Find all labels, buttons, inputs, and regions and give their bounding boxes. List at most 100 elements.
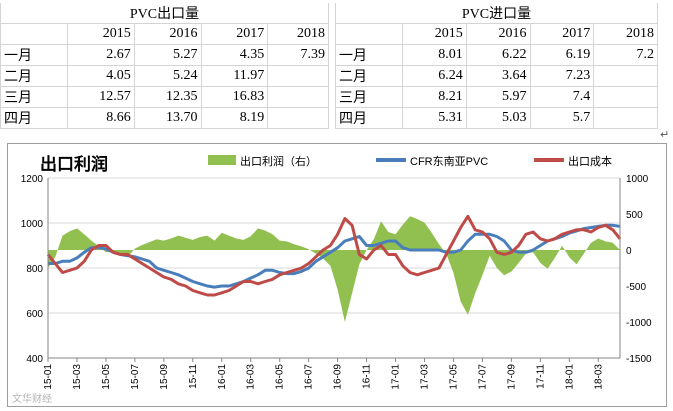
legend-label-cfr: CFR东南亚PVC (410, 155, 488, 168)
table-cell: 5.97 (465, 86, 531, 108)
table-cell: 8.66 (67, 107, 135, 129)
row-label: 四月 (0, 107, 68, 129)
x-tick-label: 16-07 (304, 364, 315, 390)
row-label: 一月 (0, 44, 68, 66)
x-tick-label: 16-05 (275, 364, 286, 390)
export-volume-table: PVC出口量 2015 2016 2017 2018 一月 2.67 5.27 … (0, 3, 329, 129)
column-header: 2017 (200, 23, 269, 45)
x-tick-label: 16-11 (362, 364, 373, 389)
table-cell: 5.31 (402, 107, 467, 129)
table-row: 一月 2.67 5.27 4.35 7.39 (0, 44, 329, 66)
table-cell: 8.19 (200, 107, 269, 129)
table-cell: 5.24 (133, 65, 202, 87)
legend-label-profit: 出口利润（右） (240, 154, 317, 168)
table-cell (593, 86, 658, 108)
table-row: 二月 6.24 3.64 7.23 (335, 65, 658, 87)
table-cell: 16.83 (200, 86, 269, 108)
x-tick-label: 15-01 (43, 364, 54, 390)
table-title: PVC进口量 (335, 3, 658, 24)
table-row: 四月 5.31 5.03 5.7 (335, 107, 658, 129)
table-cell: 4.35 (200, 44, 269, 66)
y-left-tick-label: 400 (26, 354, 43, 365)
column-header: 2015 (402, 23, 467, 45)
table-cell: 12.35 (133, 86, 202, 108)
row-label: 二月 (335, 65, 403, 87)
y-left-tick-label: 1000 (21, 219, 44, 230)
chart-legend: 出口利润（右） CFR东南亚PVC 出口成本 (208, 154, 612, 168)
cost-series-line (46, 214, 622, 297)
x-tick-label: 15-09 (159, 364, 170, 390)
y-left-tick-label: 600 (26, 309, 43, 320)
chart-svg: 400 600 800 1000 1200 -1500 -1000 -500 0 500 1000 1… (12, 154, 652, 405)
export-profit-chart: 400 600 800 1000 1200 -1500 -1000 -500 0 500 1000 1… (7, 143, 667, 407)
x-tick-label: 15-07 (130, 364, 141, 390)
table-cell: 6.24 (402, 65, 467, 87)
table-cell (267, 86, 329, 108)
column-header: 2018 (267, 23, 329, 45)
x-tick-label: 15-11 (188, 364, 199, 389)
table-title: PVC出口量 (0, 3, 329, 24)
table-cell: 13.70 (133, 107, 202, 129)
row-label: 三月 (0, 86, 68, 108)
paragraph-return-mark: ↵ (660, 128, 670, 141)
x-tick-label: 16-09 (333, 364, 344, 390)
x-tick-label: 18-03 (593, 364, 604, 390)
table-cell: 7.39 (267, 44, 329, 66)
table-cell: 12.57 (67, 86, 135, 108)
x-tick-label: 17-01 (391, 364, 402, 390)
y-right-tick-label: 500 (626, 210, 643, 221)
table-corner (0, 23, 68, 45)
legend-label-cost: 出口成本 (568, 154, 612, 168)
legend-swatch-cost (534, 158, 564, 162)
table-cell: 7.2 (593, 44, 658, 66)
table-row: 三月 12.57 12.35 16.83 (0, 86, 329, 108)
y-right-tick-label: 0 (626, 246, 632, 257)
profit-area-series (48, 216, 620, 322)
x-tick-label: 16-01 (217, 364, 228, 390)
chart-axes (47, 178, 621, 362)
row-label: 一月 (335, 44, 403, 66)
x-tick-label: 18-01 (564, 364, 575, 390)
table-row: 一月 8.01 6.22 6.19 7.2 (335, 44, 658, 66)
table-cell: 4.05 (67, 65, 135, 87)
table-corner (335, 23, 403, 45)
table-cell: 6.19 (529, 44, 595, 66)
cfr-series-line (48, 223, 621, 289)
table-cell: 8.21 (402, 86, 467, 108)
line-series-layer (46, 214, 622, 297)
column-header: 2016 (465, 23, 531, 45)
table-cell: 8.01 (402, 44, 467, 66)
x-tick-label: 17-03 (420, 364, 431, 390)
x-tick-label: 17-05 (448, 364, 459, 390)
column-header: 2016 (133, 23, 202, 45)
column-header: 2018 (593, 23, 658, 45)
table-row: 二月 4.05 5.24 11.97 (0, 65, 329, 87)
table-cell: 11.97 (200, 65, 269, 87)
x-tick-label: 17-09 (506, 364, 517, 390)
column-header: 2015 (67, 23, 135, 45)
table-cell: 6.22 (465, 44, 531, 66)
y-right-tick-label: -1500 (626, 354, 652, 365)
row-label: 三月 (335, 86, 403, 108)
table-cell: 3.64 (465, 65, 531, 87)
y-right-tick-label: -1000 (626, 318, 652, 329)
legend-swatch-cfr (376, 158, 406, 162)
row-label: 二月 (0, 65, 68, 87)
import-volume-table: PVC进口量 2015 2016 2017 2018 一月 8.01 6.22 … (335, 3, 658, 129)
table-cell: 7.23 (529, 65, 595, 87)
watermark: 文华财经 (12, 392, 52, 405)
table-cell: 7.4 (529, 86, 595, 108)
table-row: 四月 8.66 13.70 8.19 (0, 107, 329, 129)
x-tick-label: 15-03 (72, 364, 83, 390)
x-tick-label: 17-11 (535, 364, 546, 389)
y-left-tick-label: 800 (26, 264, 43, 275)
table-cell (593, 107, 658, 129)
legend-swatch-profit (208, 155, 236, 165)
profit-area-layer (48, 216, 620, 322)
chart-title: 出口利润 (40, 154, 108, 174)
table-cell: 2.67 (67, 44, 135, 66)
tick-label-layer: 400 600 800 1000 1200 -1500 -1000 -500 0 500 1000 1… (21, 174, 652, 390)
row-label: 四月 (335, 107, 403, 129)
table-row: 三月 8.21 5.97 7.4 (335, 86, 658, 108)
y-left-tick-label: 1200 (21, 174, 44, 185)
